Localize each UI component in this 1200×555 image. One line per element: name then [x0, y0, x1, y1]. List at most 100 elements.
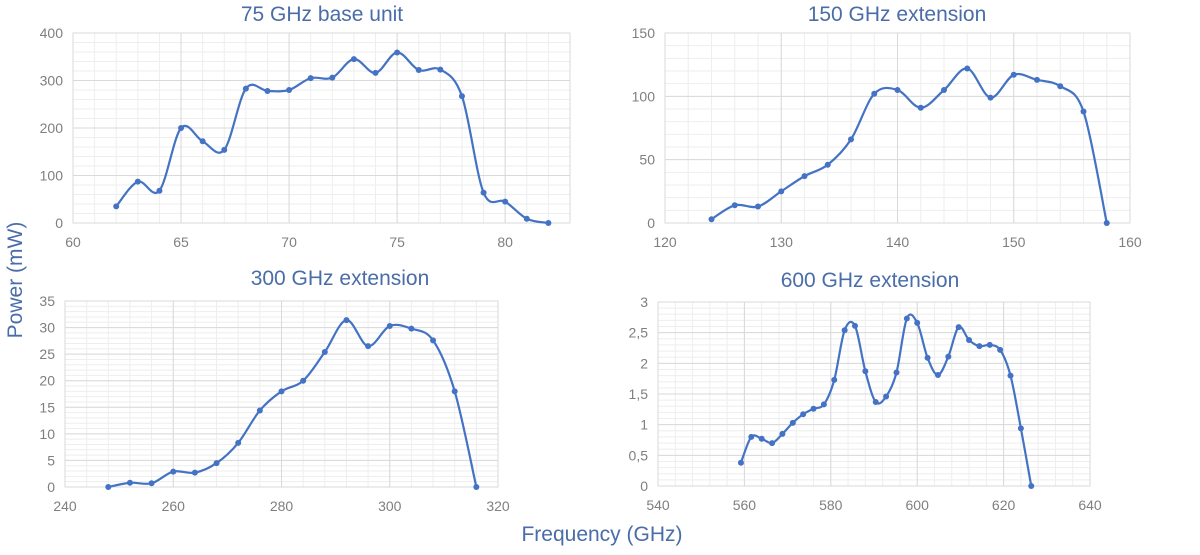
data-point	[1057, 83, 1064, 90]
data-point	[408, 325, 415, 332]
data-point	[945, 353, 952, 360]
x-tick-label: 280	[270, 498, 294, 514]
data-point	[1010, 71, 1017, 78]
x-tick-label: 640	[1078, 497, 1102, 513]
data-point	[848, 136, 854, 143]
y-tick-label: 0	[55, 215, 63, 231]
data-point	[365, 343, 372, 350]
data-point	[800, 411, 807, 418]
x-tick-label: 240	[53, 498, 77, 514]
chart-panel-0: 60 65 70 75 80 0 100 200 300 400 75 GHz base unit	[40, 3, 571, 250]
data-point	[769, 440, 776, 447]
series-line	[108, 319, 478, 489]
data-point	[178, 125, 185, 131]
data-point	[862, 368, 869, 375]
data-point	[883, 393, 890, 400]
data-point	[824, 161, 831, 168]
x-tick-label: 140	[886, 234, 910, 250]
data-point	[893, 369, 900, 376]
data-point	[321, 349, 328, 356]
data-point	[872, 398, 879, 405]
data-point	[221, 146, 228, 153]
chart-panel-2: 240 260 280 300 320 0 5 10 15 20 25 30 35 300 GHz ext…	[39, 267, 509, 514]
data-point	[934, 371, 941, 378]
chart-panel-3: 540 560 580 600 620 640 0 0,5 1 1,5 2 2,5 3 600 GHz e…	[629, 269, 1102, 513]
plot-area	[664, 32, 1131, 224]
data-point	[871, 90, 878, 97]
y-tick-label: 2,5	[629, 325, 649, 341]
data-point	[997, 346, 1004, 353]
data-point	[113, 203, 120, 210]
y-tick-label: 50	[639, 152, 655, 168]
data-point	[286, 87, 293, 93]
plot-area	[657, 301, 1091, 487]
data-point	[1028, 483, 1035, 489]
plot-area	[72, 32, 571, 224]
y-tick-label: 150	[632, 25, 656, 41]
data-point	[156, 187, 163, 194]
data-point	[386, 322, 393, 329]
data-point	[1034, 76, 1040, 83]
data-point	[235, 439, 242, 446]
x-tick-label: 320	[486, 498, 510, 514]
data-point	[473, 484, 480, 490]
data-point	[148, 480, 155, 487]
data-point	[256, 407, 263, 414]
y-tick-label: 0	[640, 478, 648, 494]
y-tick-label: 2	[640, 355, 648, 371]
x-tick-label: 300	[378, 498, 402, 514]
x-tick-label: 80	[497, 234, 513, 250]
chart-title: 150 GHz extension	[808, 3, 987, 26]
data-point	[126, 479, 133, 486]
data-point	[1007, 372, 1014, 379]
data-point	[924, 354, 931, 361]
data-point	[755, 203, 761, 210]
y-tick-label: 10	[39, 426, 55, 442]
data-point	[1080, 108, 1087, 115]
data-point	[731, 202, 738, 209]
x-tick-label: 580	[819, 497, 843, 513]
y-tick-label: 3	[640, 294, 648, 310]
y-tick-label: 0	[647, 215, 655, 231]
x-tick-label: 75	[389, 234, 405, 250]
y-tick-label: 1,5	[629, 386, 649, 402]
y-tick-label: 100	[632, 88, 656, 104]
data-point	[502, 198, 509, 205]
data-point	[758, 435, 765, 442]
data-point	[941, 87, 947, 93]
y-tick-label: 25	[39, 346, 55, 362]
chart-title: 600 GHz extension	[781, 269, 960, 292]
y-tick-label: 100	[40, 168, 64, 184]
x-tick-label: 620	[992, 497, 1016, 513]
x-tick-label: 120	[653, 234, 677, 250]
data-point	[789, 419, 796, 426]
data-point	[986, 341, 993, 348]
y-tick-label: 15	[39, 399, 55, 415]
data-point	[779, 430, 786, 437]
data-point	[841, 327, 848, 334]
data-point	[1103, 220, 1110, 226]
chart-panel-1: 120 130 140 150 160 0 50 100 150 150 GHz extensio…	[632, 3, 1142, 250]
data-point	[523, 215, 530, 222]
data-point	[430, 337, 437, 344]
data-point	[458, 93, 465, 100]
data-point	[372, 69, 379, 76]
y-axis-label: Power (mW)	[4, 222, 27, 339]
data-point	[278, 388, 285, 395]
x-tick-label: 70	[281, 234, 297, 250]
data-point	[480, 189, 487, 196]
chart-title: 75 GHz base unit	[241, 3, 403, 26]
data-point	[343, 317, 350, 324]
data-point	[903, 315, 910, 322]
y-tick-label: 200	[40, 120, 64, 136]
y-tick-label: 20	[39, 373, 55, 389]
data-point	[976, 343, 983, 350]
data-point	[134, 178, 141, 185]
x-tick-label: 130	[770, 234, 794, 250]
y-tick-label: 5	[47, 452, 55, 468]
data-point	[213, 460, 220, 467]
data-point	[810, 405, 817, 412]
x-tick-label: 560	[733, 497, 757, 513]
data-point	[300, 377, 307, 384]
